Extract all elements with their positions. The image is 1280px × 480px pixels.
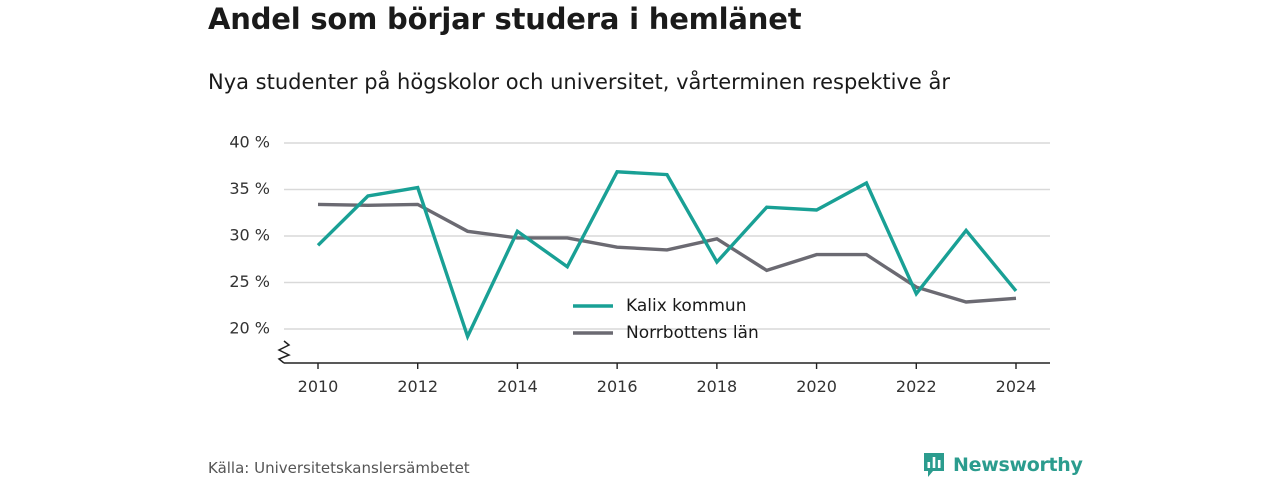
legend-label: Kalix kommun (626, 296, 747, 316)
y-tick-label: 40 % (229, 133, 270, 152)
brand-name: Newsworthy (953, 454, 1083, 476)
x-tick-label: 2016 (597, 377, 638, 396)
axis-break-icon (277, 340, 291, 364)
series-line-2 (317, 202, 1017, 304)
series-line-1 (316, 170, 1018, 341)
y-tick-label: 30 % (229, 226, 270, 245)
x-tick-label: 2018 (696, 377, 737, 396)
y-tick-label: 35 % (229, 179, 270, 198)
x-tick-label: 2012 (397, 377, 438, 396)
chart-subtitle: Nya studenter på högskolor och universit… (208, 70, 950, 94)
x-tick-label: 2014 (497, 377, 538, 396)
source-note: Källa: Universitetskanslersämbetet (208, 459, 470, 477)
x-tick-label: 2022 (896, 377, 937, 396)
brand-logo: Newsworthy (922, 450, 1083, 480)
x-tick-label: 2020 (796, 377, 837, 396)
x-tick-label: 2010 (298, 377, 339, 396)
legend-label: Norrbottens län (626, 323, 759, 343)
y-tick-label: 25 % (229, 272, 270, 291)
y-tick-label: 20 % (229, 319, 270, 338)
chart-title: Andel som börjar studera i hemlänet (208, 2, 802, 36)
newsworthy-chart-bubble-icon (924, 453, 944, 477)
x-tick-label: 2024 (996, 377, 1037, 396)
